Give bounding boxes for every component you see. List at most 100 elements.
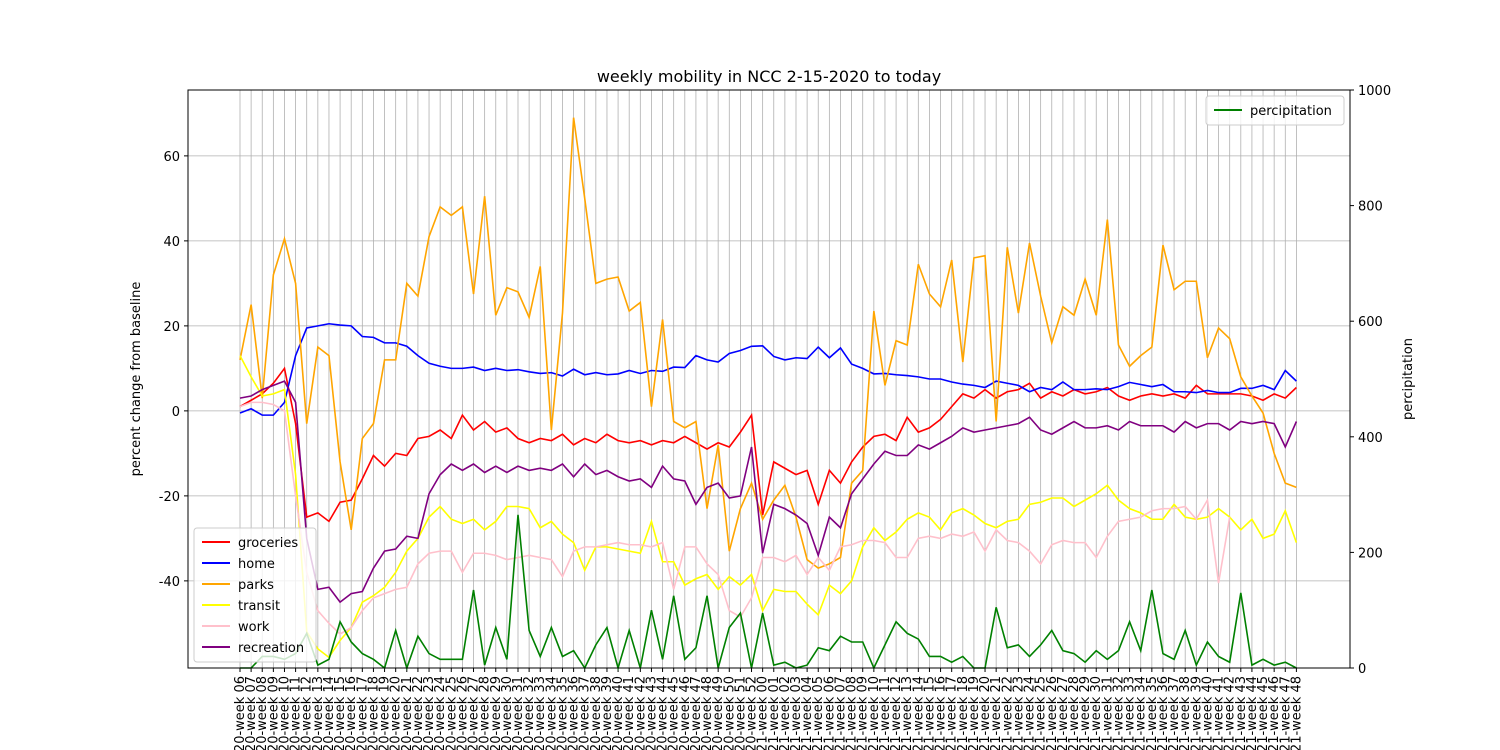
x-tick-label: 2020-week 07 xyxy=(244,676,259,750)
series-line xyxy=(240,514,1297,671)
legend-label: parks xyxy=(238,578,274,593)
legend-box xyxy=(1205,95,1345,126)
x-tick-label: 2021-week 19 xyxy=(967,676,982,750)
x-tick-label: 2021-week 16 xyxy=(934,676,949,750)
legend-label: home xyxy=(238,557,275,572)
y-axis-label: percent change from baseline xyxy=(129,282,144,477)
x-tick-label: 2021-week 21 xyxy=(989,676,1004,750)
series-line xyxy=(239,117,1297,570)
x-tick-label: 2021-week 14 xyxy=(911,676,926,750)
x-tick-label: 2021-week 35 xyxy=(1145,676,1160,750)
x-tick-label: 2021-week 24 xyxy=(1023,676,1038,750)
plot-frame xyxy=(187,89,1351,669)
x-tick-label: 2020-week 46 xyxy=(678,676,693,750)
x-tick-label: 2021-week 40 xyxy=(1200,676,1215,750)
x-tick-label: 2020-week 51 xyxy=(733,676,748,750)
legend-label: percipitation xyxy=(1250,104,1332,119)
x-tick-label: 2021-week 42 xyxy=(1223,676,1238,750)
x-tick-label: 2020-week 33 xyxy=(533,676,548,750)
y-tick-label: -40 xyxy=(159,575,180,590)
x-tick-label: 2021-week 28 xyxy=(1067,676,1082,750)
x-tick-label: 2020-week 21 xyxy=(400,676,415,750)
series-line xyxy=(239,366,1297,523)
x-tick-label: 2021-week 04 xyxy=(800,676,815,750)
series-line xyxy=(239,401,1231,635)
legend-label: work xyxy=(238,620,270,635)
x-tick-label: 2020-week 16 xyxy=(344,676,359,750)
x-tick-label: 2020-week 48 xyxy=(700,676,715,750)
x-tick-label: 2020-week 15 xyxy=(333,676,348,750)
y2-tick-label: 0 xyxy=(1358,662,1366,677)
y2-tick-label: 800 xyxy=(1358,200,1383,215)
x-tick-label: 2020-week 27 xyxy=(467,676,482,750)
y2-tick-label: 400 xyxy=(1358,431,1383,446)
legend: groceries home parks transit work recreation xyxy=(193,527,317,663)
legend-label: recreation xyxy=(238,641,304,656)
x-tick-label: 2020-week 28 xyxy=(478,676,493,750)
y2-axis-label: percipitation xyxy=(1401,338,1416,420)
y-tick-label: 60 xyxy=(163,150,180,165)
x-tick-label: 2021-week 30 xyxy=(1089,676,1104,750)
x-tick-label: 2021-week 01 xyxy=(767,676,782,750)
x-tick-label: 2021-week 13 xyxy=(900,676,915,750)
legend-box xyxy=(193,527,317,663)
x-tick-label: 2021-week 17 xyxy=(945,676,960,750)
x-tick-label: 2020-week 36 xyxy=(567,676,582,750)
x-tick-label: 2020-week 31 xyxy=(511,676,526,750)
x-tick-label: 2020-week 29 xyxy=(489,676,504,750)
x-tick-label: 2020-week 34 xyxy=(544,676,559,750)
x-tick-label: 2021-week 38 xyxy=(1178,676,1193,750)
x-tick-label: 2020-week 49 xyxy=(711,676,726,750)
x-tick-label: 2020-week 08 xyxy=(255,676,270,750)
x-tick-label: 2020-week 41 xyxy=(622,676,637,750)
x-tick-label: 2021-week 47 xyxy=(1278,676,1293,750)
legend: percipitation xyxy=(1205,95,1345,126)
x-tick-label: 2020-week 42 xyxy=(633,676,648,750)
x-tick-label: 2021-week 15 xyxy=(922,676,937,750)
x-tick-label: 2021-week 33 xyxy=(1123,676,1138,750)
x-tick-label: 2021-week 12 xyxy=(889,676,904,750)
chart-title: weekly mobility in NCC 2-15-2020 to toda… xyxy=(597,67,941,86)
y2-tick-label: 1000 xyxy=(1358,84,1391,99)
x-tick-label: 2021-week 20 xyxy=(978,676,993,750)
x-tick-label: 2020-week 06 xyxy=(233,676,248,750)
x-tick-label: 2020-week 09 xyxy=(266,676,281,750)
x-tick-label: 2021-week 26 xyxy=(1045,676,1060,750)
x-tick-label: 2020-week 30 xyxy=(500,676,515,750)
x-tick-label: 2020-week 25 xyxy=(444,676,459,750)
x-tick-label: 2020-week 39 xyxy=(600,676,615,750)
y-tick-label: -20 xyxy=(159,490,180,505)
x-tick-label: 2021-week 32 xyxy=(1111,676,1126,750)
x-tick-label: 2021-week 36 xyxy=(1156,676,1171,750)
x-tick-label: 2021-week 08 xyxy=(845,676,860,750)
x-tick-label: 2021-week 31 xyxy=(1100,676,1115,750)
x-tick-label: 2021-week 09 xyxy=(856,676,871,750)
x-tick-label: 2020-week 18 xyxy=(366,676,381,750)
series-line xyxy=(239,322,1297,416)
x-tick-label: 2020-week 52 xyxy=(745,676,760,750)
x-tick-label: 2020-week 11 xyxy=(289,676,304,750)
x-tick-label: 2021-week 07 xyxy=(833,676,848,750)
x-tick-label: 2021-week 46 xyxy=(1267,676,1282,750)
x-tick-label: 2021-week 44 xyxy=(1245,676,1260,750)
x-tick-label: 2020-week 50 xyxy=(722,676,737,750)
x-tick-label: 2020-week 45 xyxy=(667,676,682,750)
x-tick-label: 2020-week 13 xyxy=(311,676,326,750)
x-tick-label: 2020-week 32 xyxy=(522,676,537,750)
x-tick-label: 2021-week 43 xyxy=(1234,676,1249,750)
x-tick-label: 2021-week 41 xyxy=(1212,676,1227,750)
x-tick-label: 2021-week 05 xyxy=(811,676,826,750)
y2-tick-label: 200 xyxy=(1358,546,1383,561)
series-line xyxy=(239,355,1298,659)
x-tick-label: 2021-week 06 xyxy=(822,676,837,750)
x-tick-label: 2020-week 40 xyxy=(611,676,626,750)
x-tick-label: 2021-week 25 xyxy=(1034,676,1049,750)
x-tick-label: 2020-week 44 xyxy=(656,676,671,750)
x-tick-label: 2020-week 23 xyxy=(422,676,437,750)
y2-tick-label: 600 xyxy=(1358,315,1383,330)
x-tick-label: 2021-week 22 xyxy=(1000,676,1015,750)
y-tick-label: 40 xyxy=(163,235,180,250)
x-tick-label: 2020-week 14 xyxy=(322,676,337,750)
x-tick-label: 2020-week 24 xyxy=(433,676,448,750)
x-tick-label: 2020-week 19 xyxy=(378,676,393,750)
